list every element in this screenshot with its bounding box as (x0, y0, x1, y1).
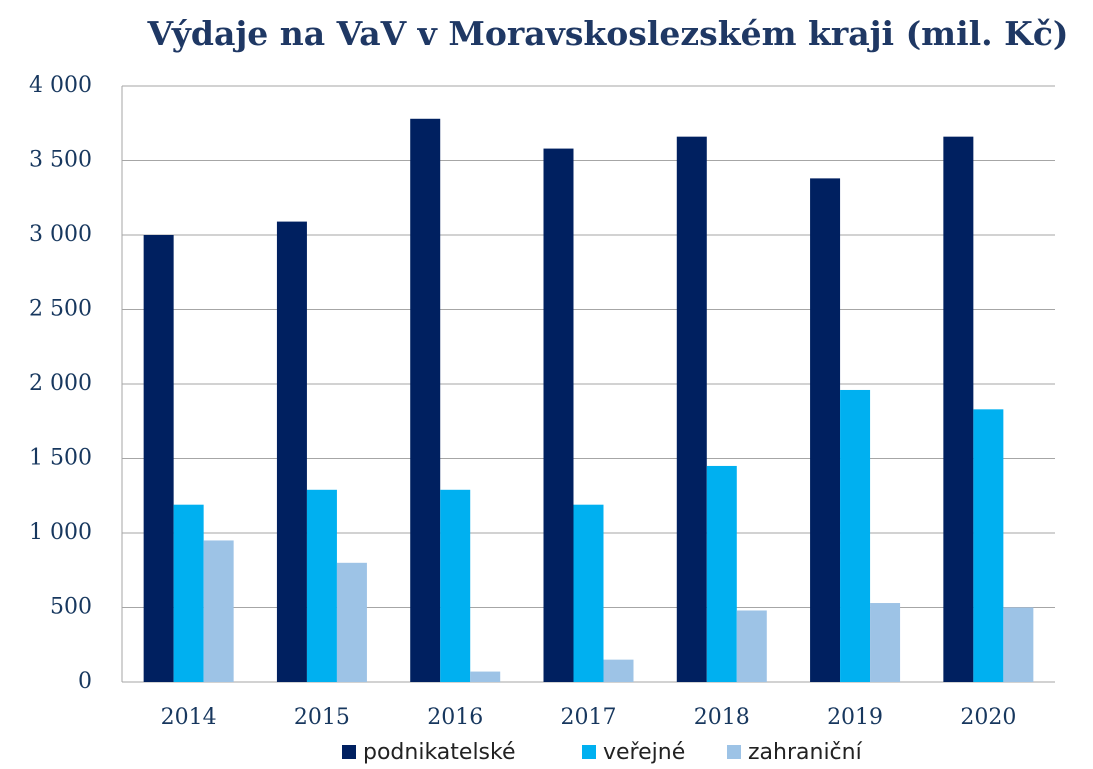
bar (440, 489, 471, 682)
y-tick-label: 1 500 (29, 446, 92, 471)
bar (143, 235, 174, 682)
bar (810, 178, 841, 682)
bar (410, 118, 441, 682)
y-tick-label: 3 000 (29, 222, 92, 247)
bar (840, 389, 871, 682)
x-tick-label: 2016 (427, 705, 483, 730)
bar (203, 540, 234, 682)
x-tick-label: 2018 (694, 705, 750, 730)
bar (676, 136, 707, 682)
legend-label: zahraniční (748, 740, 863, 765)
x-tick-label: 2015 (294, 705, 350, 730)
legend-swatch (727, 745, 741, 759)
bar (706, 465, 737, 682)
y-tick-label: 1 000 (29, 520, 92, 545)
legend-swatch (342, 745, 356, 759)
y-tick-label: 0 (78, 669, 92, 694)
bar (973, 409, 1004, 682)
y-tick-label: 2 000 (29, 371, 92, 396)
bar (736, 610, 767, 682)
legend-label: veřejné (603, 740, 685, 765)
legend-swatch (582, 745, 596, 759)
legend-label: podnikatelské (363, 740, 516, 765)
bar (336, 562, 367, 682)
bar (173, 504, 204, 682)
y-tick-label: 4 000 (29, 73, 92, 98)
bar (306, 489, 337, 682)
y-tick-label: 3 500 (29, 148, 92, 173)
bar (603, 659, 634, 682)
x-tick-label: 2020 (960, 705, 1016, 730)
bar (470, 671, 501, 682)
bar (943, 136, 974, 682)
bar (1003, 607, 1034, 682)
bar (573, 504, 604, 682)
bar (870, 603, 901, 682)
x-tick-label: 2019 (827, 705, 883, 730)
x-tick-label: 2017 (561, 705, 617, 730)
bar (276, 221, 307, 682)
x-tick-label: 2014 (161, 705, 217, 730)
bar (543, 148, 574, 682)
y-tick-label: 2 500 (29, 297, 92, 322)
y-tick-label: 500 (50, 595, 92, 620)
chart-title: Výdaje na VaV v Moravskoslezském kraji (… (146, 14, 1068, 53)
